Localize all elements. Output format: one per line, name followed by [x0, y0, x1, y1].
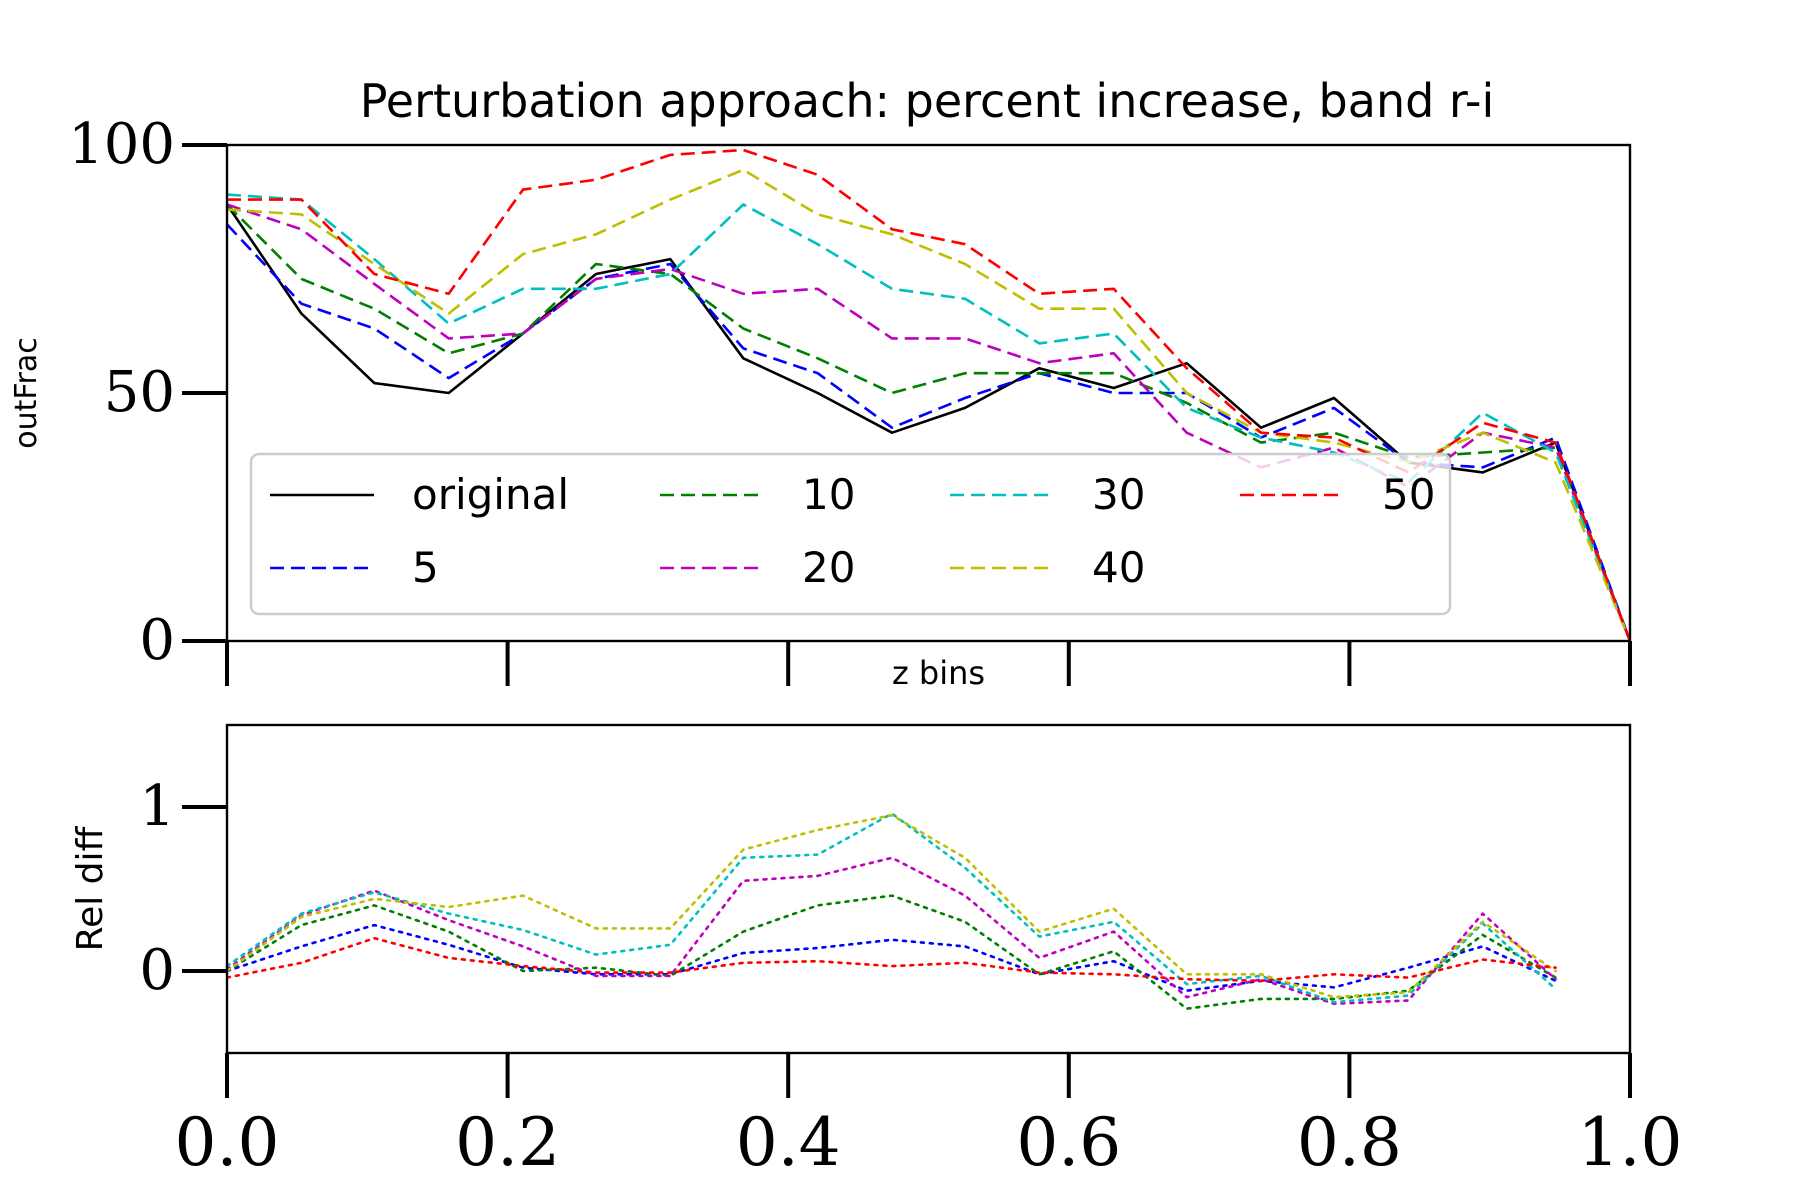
legend: original 5 10 20 30 40 50	[249, 452, 1452, 616]
top-series-5	[227, 223, 1630, 641]
bottom-axes-frame	[225, 723, 1632, 1055]
chart-title: Perturbation approach: percent increase,…	[360, 74, 1495, 128]
bottom-series-50	[227, 936, 1557, 983]
bottom-panel: 0 1 0.0 0.2 0.4 0.6 0.8 1.0 Rel diff	[70, 723, 1683, 1181]
bottom-series-5	[227, 923, 1557, 993]
bottom-series-group	[227, 812, 1557, 1011]
top-ytick-label: 0	[139, 608, 175, 673]
top-ylabel: outFrac	[9, 337, 44, 448]
bottom-series-10	[227, 894, 1557, 1011]
bottom-xtick-label: 0.2	[455, 1104, 560, 1181]
legend-label-50: 50	[1382, 470, 1435, 519]
legend-box	[249, 452, 1452, 616]
bottom-xtick-label: 0.8	[1297, 1104, 1402, 1181]
legend-label-40: 40	[1092, 543, 1145, 592]
bottom-series-20	[227, 856, 1557, 1006]
top-ytick-label: 50	[104, 360, 175, 425]
top-panel: 0 50 100 outFrac z bins original 5 10 20 30 40 50	[9, 112, 1632, 692]
bottom-xtick-label: 0.0	[175, 1104, 280, 1181]
legend-label-20: 20	[802, 543, 855, 592]
bottom-series-30	[227, 812, 1557, 1004]
top-xlabel: z bins	[892, 654, 985, 692]
bottom-xtick-label: 1.0	[1578, 1104, 1683, 1181]
bottom-xtick-label: 0.6	[1016, 1104, 1121, 1181]
legend-label-5: 5	[412, 543, 439, 592]
bottom-series-40	[227, 813, 1557, 999]
bottom-ytick-label: 1	[139, 774, 175, 839]
bottom-ytick-label: 0	[139, 938, 175, 1003]
top-series-original	[227, 203, 1630, 641]
top-series-40	[227, 168, 1630, 641]
top-ytick-label: 100	[68, 112, 175, 177]
legend-label-original: original	[412, 470, 569, 519]
bottom-ylabel: Rel diff	[70, 825, 111, 951]
legend-label-10: 10	[802, 470, 855, 519]
legend-label-30: 30	[1092, 470, 1145, 519]
bottom-xtick-label: 0.4	[736, 1104, 841, 1181]
